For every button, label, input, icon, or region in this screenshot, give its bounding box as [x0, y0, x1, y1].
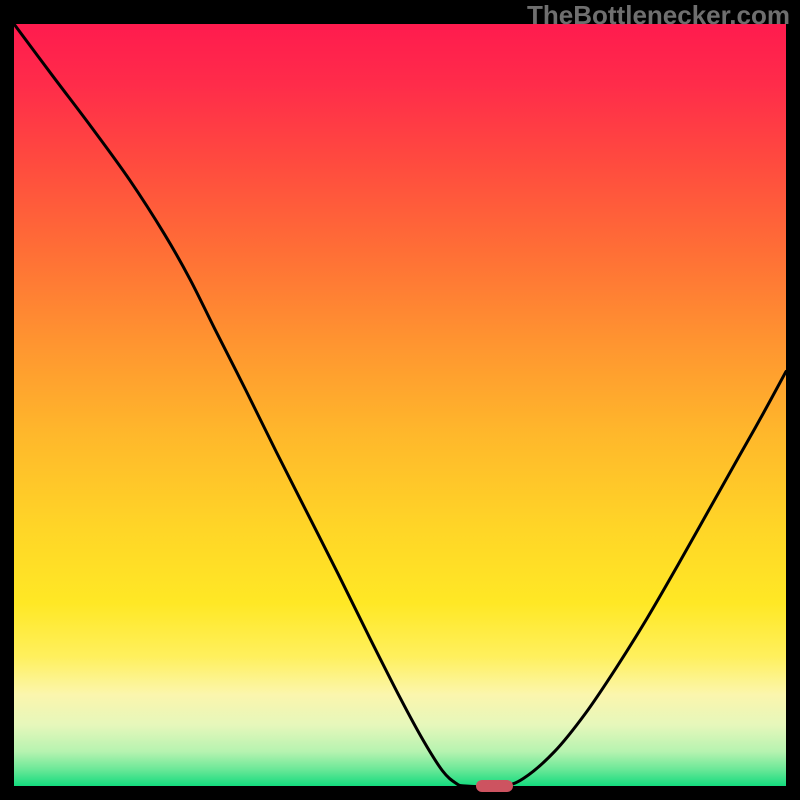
chart-svg [14, 24, 786, 786]
watermark-text: TheBottlenecker.com [527, 0, 790, 31]
plot-area [14, 24, 786, 786]
chart-container: TheBottlenecker.com [0, 0, 800, 800]
bottleneck-curve [14, 24, 786, 786]
optimum-marker [476, 780, 513, 791]
